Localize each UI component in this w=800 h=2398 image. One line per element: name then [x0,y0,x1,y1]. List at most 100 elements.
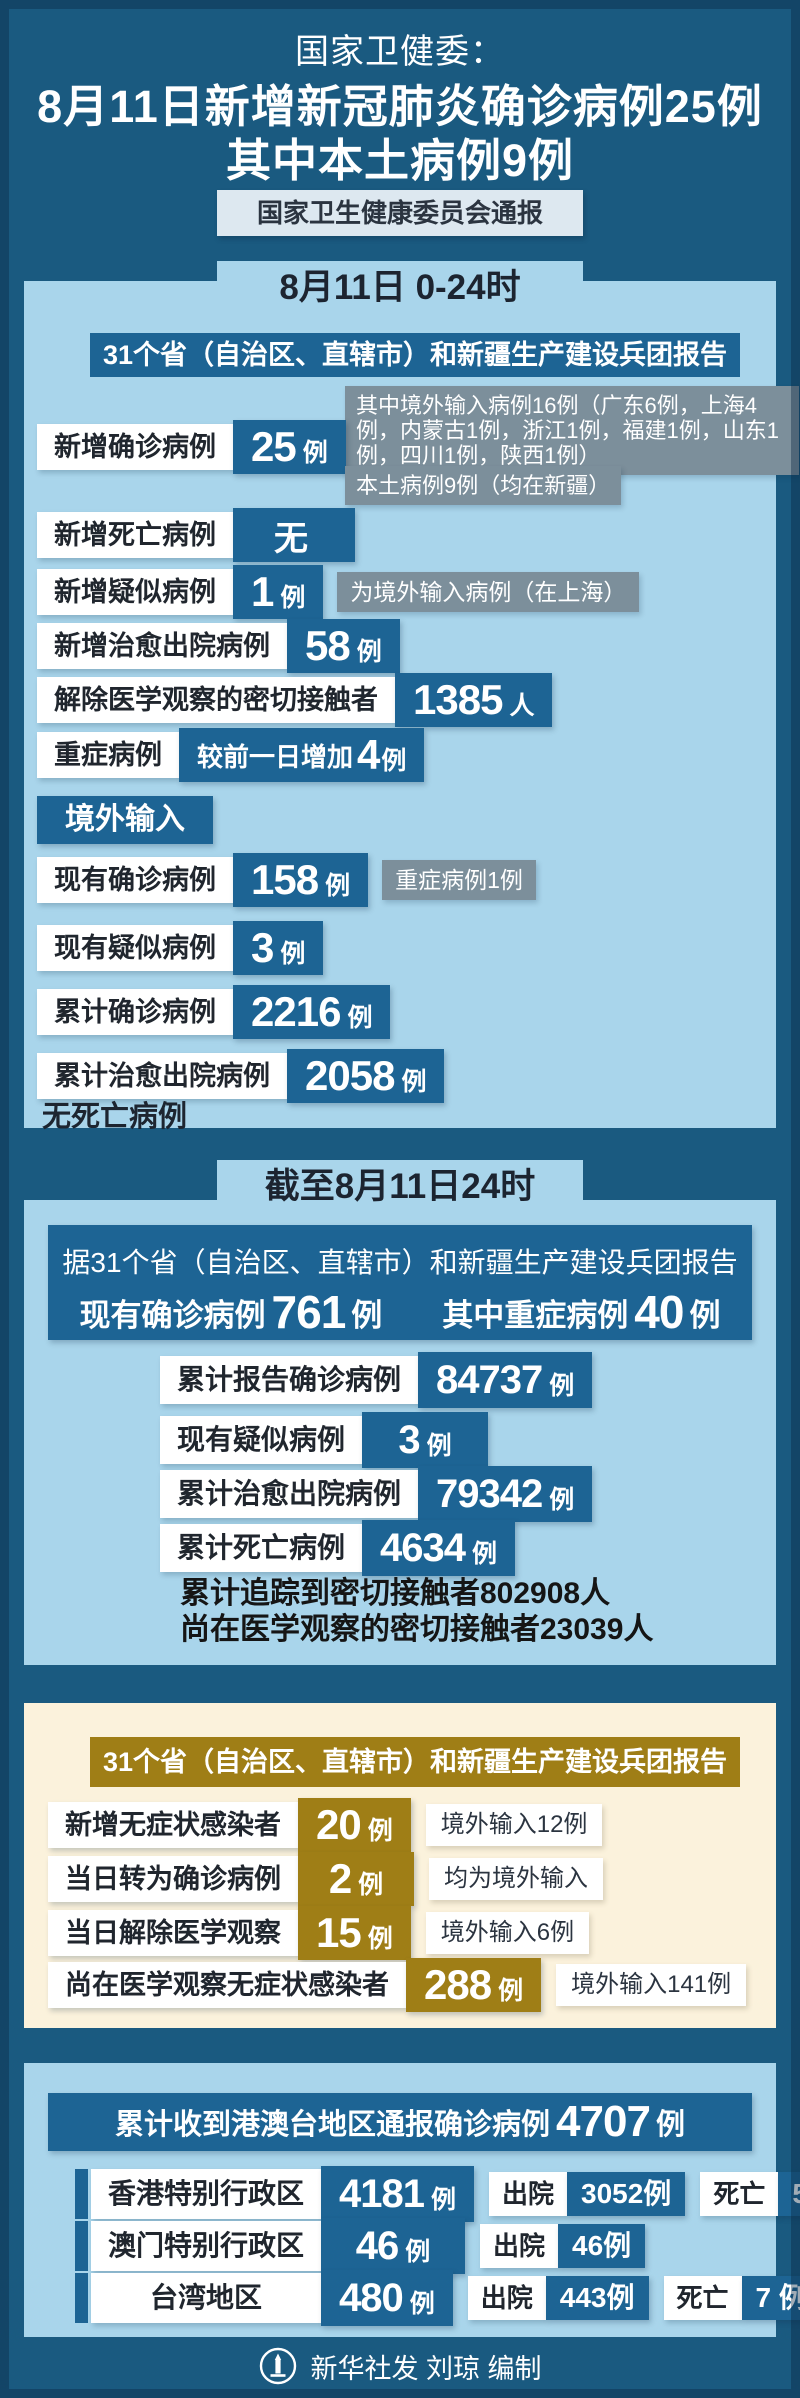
header-title-line1: 8月11日新增新冠肺炎确诊病例25例 [37,81,763,132]
row-note: 境外输入6例 [425,1912,590,1954]
row-label: 累计治愈出院病例 [37,1053,287,1099]
value-unit: 例 [347,1004,373,1032]
footer-credit-row: 新华社发 刘琼 编制 [0,2346,800,2386]
value-number: 480 [339,2275,404,2320]
under-observation-number: 23039 [540,1613,624,1646]
value-unit: 例 [426,1432,452,1460]
value-unit: 例 [409,2290,435,2318]
row-imported-cumulative-recovered: 累计治愈出院病例 2058 例 [37,1049,445,1103]
discharged-label: 出院 [480,2224,559,2268]
value-prefix: 较前一日增加 [197,741,354,772]
row-new-deaths: 新增死亡病例 无 [37,508,355,562]
row-label: 累计报告确诊病例 [160,1356,419,1404]
row-label: 新增治愈出院病例 [37,623,287,669]
value-number: 46 [355,2223,399,2268]
discharged-value: 443例 [545,2276,649,2320]
under-observation-line: 尚在医学观察的密切接触者23039人 [180,1604,653,1648]
row-label: 新增死亡病例 [37,512,233,558]
row-label: 累计治愈出院病例 [160,1470,419,1518]
row-released-medical-observation: 当日解除医学观察 15 例 境外输入6例 [48,1906,590,1960]
row-value: 2058 例 [287,1049,445,1103]
row-label: 累计确诊病例 [37,989,233,1035]
deaths-label: 死亡 [663,2276,742,2320]
value-number: 79342 [436,1471,543,1516]
discharged-label: 出院 [467,2276,546,2320]
value-unit: 例 [401,1068,427,1096]
value-number: 4634 [380,1525,466,1570]
row-value: 25 例 [233,420,346,474]
row-label: 尚在医学观察无症状感染者 [48,1962,406,2008]
row-label: 现有疑似病例 [37,925,233,971]
row-value: 20 例 [298,1798,411,1852]
row-note: 境外输入12例 [425,1804,603,1846]
row-label: 新增疑似病例 [37,569,233,615]
row-value: 4634 例 [362,1520,516,1576]
value-number: 3 [398,1417,420,1462]
no-death-note: 无死亡病例 [42,1101,188,1133]
row-label: 现有疑似病例 [160,1416,363,1464]
value-unit: 例 [302,439,328,467]
under-observation-suffix: 人 [623,1613,654,1646]
section2-headline-box: 据31个省（自治区、直辖市）和新疆生产建设兵团报告 现有确诊病例 761 例 其… [48,1225,752,1340]
row-value: 15 例 [298,1906,411,1960]
row-cumulative-deaths: 累计死亡病例 4634 例 [160,1520,516,1576]
value-unit: 例 [356,638,382,666]
section2-tab: 截至8月11日24时 [217,1160,583,1214]
deaths-label: 死亡 [700,2172,779,2216]
row-cumulative-recovered: 累计治愈出院病例 79342 例 [160,1466,593,1522]
region-label: 澳门特别行政区 [91,2221,321,2271]
value-number: 3 [251,924,274,971]
row-taiwan: 台湾地区 480 例 出院 443例 死亡 7 例 [75,2270,800,2326]
value-number: 158 [251,856,319,903]
row-severe-cases: 重症病例 较前一日增加 4 例 [37,728,425,782]
active-cases-unit: 例 [351,1297,383,1333]
value-number: 2058 [305,1052,395,1099]
value-number: 2216 [251,988,341,1035]
row-value: 84737 例 [418,1352,593,1408]
imported-cases-note: 其中境外输入病例16例（广东6例，上海4例，内蒙古1例，浙江1例，福建1例，山东… [345,386,799,475]
row-released-observation: 解除医学观察的密切接触者 1385 人 [37,673,553,727]
value-unit: 例 [358,1871,384,1899]
row-note: 为境外输入病例（在上海） [337,572,640,612]
row-note: 均为境外输入 [429,1858,603,1900]
row-accent-bar [75,2169,88,2219]
row-value: 158 例 [233,853,369,907]
contacts-traced-prefix: 累计追踪到密切接触者 [180,1577,480,1610]
discharged-label: 出院 [489,2172,568,2216]
deaths-value: 58例 [778,2172,800,2216]
section3-panel: 31个省（自治区、直辖市）和新疆生产建设兵团报告 新增无症状感染者 20 例 境外… [24,1703,776,2028]
value-unit: 例 [367,1817,393,1845]
contacts-traced-number: 802908 [480,1577,581,1610]
imported-subheader: 境外输入 [37,796,213,844]
value-unit: 人 [509,692,535,720]
region-label: 香港特别行政区 [91,2169,321,2219]
hmt-header-unit: 例 [655,2109,685,2141]
value-number: 4181 [339,2171,425,2216]
row-label: 新增无症状感染者 [48,1802,298,1848]
value-unit: 例 [405,2238,431,2266]
row-label: 当日解除医学观察 [48,1910,298,1956]
discharged-value: 3052例 [567,2172,686,2216]
value-unit: 例 [381,747,407,775]
section3-header-bar: 31个省（自治区、直辖市）和新疆生产建设兵团报告 [90,1737,740,1787]
value-unit: 例 [280,940,306,968]
value-number: 15 [316,1909,362,1956]
region-total: 46 例 [321,2218,465,2274]
value-number: 无 [274,519,308,558]
value-number: 58 [305,622,351,669]
active-cases-label: 现有确诊病例 [79,1297,266,1333]
hmt-header-number: 4707 [556,2097,651,2146]
row-value: 2216 例 [233,985,391,1039]
header-agency: 国家卫健委： [295,33,505,71]
severe-cases-label: 其中重症病例 [442,1297,629,1333]
row-imported-active-confirmed: 现有确诊病例 158 例 重症病例1例 [37,853,536,907]
value-unit: 例 [430,2186,456,2214]
contacts-traced-line: 累计追踪到密切接触者802908人 [180,1568,610,1612]
xinhua-logo-icon [260,2347,297,2385]
